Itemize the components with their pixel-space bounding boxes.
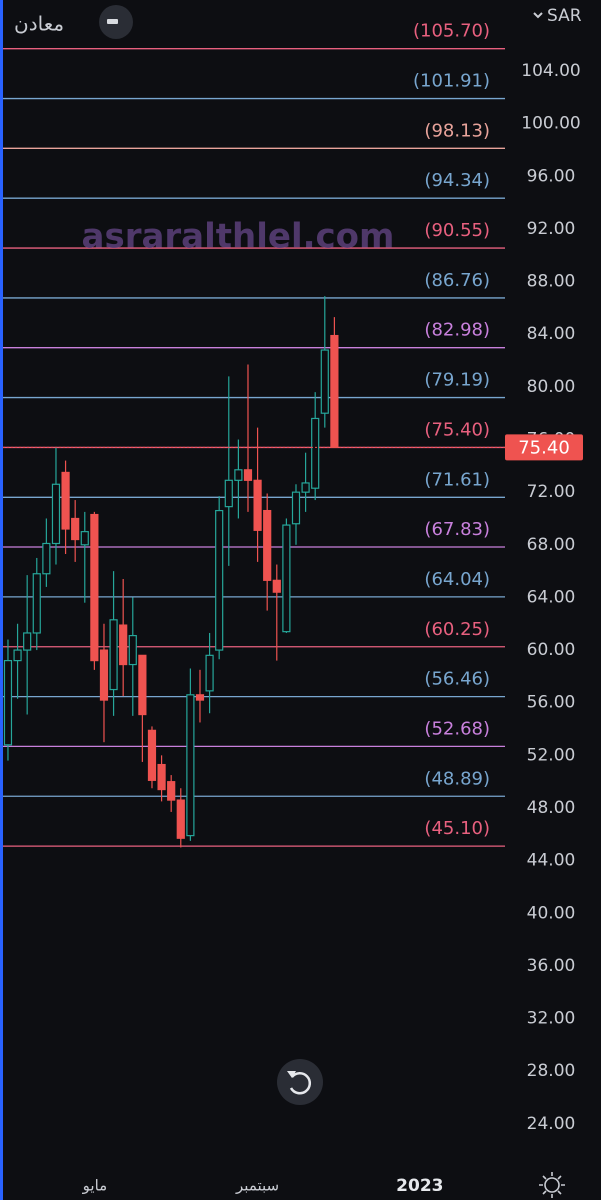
y-tick-label: 84.00 (527, 324, 576, 344)
candle-body (272, 579, 281, 593)
candle-body (147, 729, 157, 781)
last-price-label: 75.40 (518, 437, 570, 458)
y-tick-label: 48.00 (527, 798, 576, 818)
candle-body (23, 632, 32, 651)
collapse-icon (107, 19, 118, 24)
y-tick-label: 72.00 (527, 482, 576, 502)
y-tick-label: 56.00 (527, 693, 576, 713)
level-label: (52.68) (424, 718, 490, 739)
candle-body (330, 334, 339, 449)
x-tick-label: سبتمبر (235, 1177, 279, 1195)
y-tick-label: 52.00 (527, 745, 576, 765)
candle-body (253, 479, 262, 531)
candle-body (205, 654, 214, 692)
candle-body (128, 634, 137, 666)
level-label: (75.40) (424, 419, 490, 440)
candle-body (61, 471, 70, 530)
candle-body (195, 694, 205, 701)
candle-body (311, 417, 320, 489)
level-label: (98.13) (424, 120, 490, 141)
y-axis: 104.00100.0096.0092.0088.0084.0080.0076.… (521, 61, 580, 1134)
y-tick-label: 36.00 (527, 956, 576, 976)
watermark: asraralthlel.com (82, 217, 395, 257)
candle-body (234, 469, 243, 481)
y-tick-label: 92.00 (527, 219, 576, 239)
level-label: (67.83) (424, 519, 490, 540)
reset-button-bg (277, 1059, 323, 1105)
y-tick-label: 44.00 (527, 851, 576, 871)
level-label: (48.89) (424, 768, 490, 789)
candle-body (215, 509, 224, 651)
level-label: (71.61) (424, 469, 490, 490)
level-label: (101.91) (413, 71, 490, 92)
candle-body (13, 649, 22, 662)
candle-body (32, 573, 41, 634)
currency-selector[interactable]: SAR (533, 6, 582, 26)
y-tick-label: 100.00 (521, 114, 580, 134)
y-tick-label: 64.00 (527, 587, 576, 607)
y-tick-label: 80.00 (527, 377, 576, 397)
candle-body (71, 517, 80, 541)
y-tick-label: 60.00 (527, 640, 576, 660)
candle-body (42, 542, 51, 575)
candle-body (51, 483, 61, 545)
level-label: (90.55) (424, 220, 490, 241)
level-label: (79.19) (424, 370, 490, 391)
candle-body (282, 524, 291, 633)
x-tick-label: 2023 (396, 1176, 443, 1196)
x-axis: مايو سبتمبر 2023 (82, 1176, 444, 1196)
candle-body (186, 694, 195, 837)
y-tick-label: 68.00 (527, 535, 576, 555)
y-tick-label: 88.00 (527, 272, 576, 292)
left-border (0, 0, 3, 1200)
level-label: (60.25) (424, 619, 490, 640)
y-tick-label: 104.00 (521, 61, 580, 81)
reset-arrow (287, 1071, 296, 1078)
last-price-tag (505, 434, 583, 461)
candle-body (167, 781, 176, 801)
level-label: (56.46) (424, 669, 490, 690)
x-tick-label: مايو (82, 1177, 108, 1195)
reset-icon (289, 1072, 312, 1095)
y-tick-label: 96.00 (527, 166, 576, 186)
collapse-button[interactable] (99, 5, 133, 39)
candle-body (224, 479, 233, 508)
currency-label: SAR (547, 6, 582, 26)
candle-body (109, 619, 118, 691)
candle-body (157, 763, 166, 791)
candle-body (99, 649, 109, 701)
sun-icon (544, 1177, 560, 1193)
candle-body (320, 349, 329, 414)
candle-body (263, 509, 272, 581)
level-label: (105.70) (413, 21, 490, 42)
candle-body (176, 799, 185, 839)
candle-body (138, 654, 147, 716)
reset-button[interactable] (277, 1059, 323, 1105)
sun-rays (539, 1172, 565, 1198)
y-tick-label: 40.00 (527, 903, 576, 923)
symbol-title: معادن (14, 12, 64, 36)
candle-body (243, 469, 253, 481)
candles (3, 296, 505, 848)
theme-toggle[interactable] (539, 1172, 565, 1198)
y-tick-label: 24.00 (527, 1114, 576, 1134)
candle-body (3, 660, 13, 746)
level-label: (94.34) (424, 170, 490, 191)
candle-body (90, 513, 99, 662)
y-tick-label: 32.00 (527, 1009, 576, 1029)
level-label: (64.04) (424, 569, 490, 590)
chevron-icon (533, 12, 543, 19)
level-label: (86.76) (424, 270, 490, 291)
level-label: (45.10) (424, 818, 490, 839)
candle-body (119, 624, 128, 666)
y-tick-label: 28.00 (527, 1061, 576, 1081)
candle-body (301, 482, 310, 493)
candle-body (291, 491, 301, 525)
level-label: (82.98) (424, 320, 490, 341)
candle-body (80, 531, 89, 546)
